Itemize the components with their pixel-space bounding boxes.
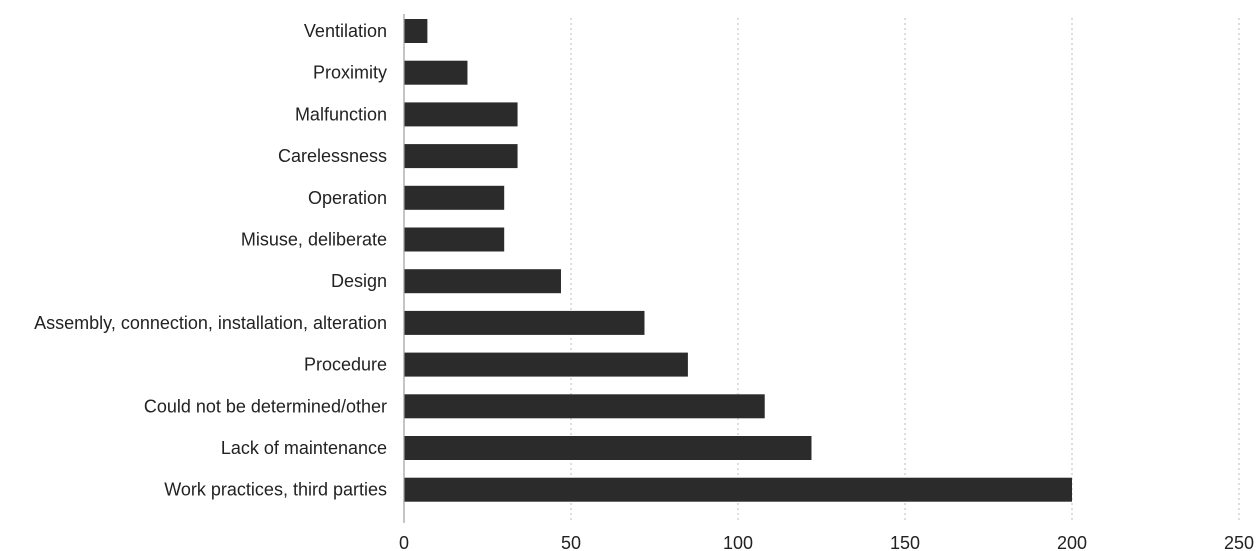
bar [404,60,468,85]
x-tick-label: 200 [1057,533,1087,551]
bar [404,144,518,169]
category-label: Proximity [313,63,387,83]
bar [404,436,812,460]
category-label: Work practices, third parties [164,480,387,500]
category-label: Malfunction [295,104,387,124]
x-tick-label: 150 [890,533,920,551]
category-label: Could not be determined/other [144,396,387,416]
bar [404,19,428,43]
bar [404,352,688,377]
category-label: Procedure [304,355,387,375]
bar [404,310,645,335]
category-label: Assembly, connection, installation, alte… [34,313,387,333]
x-tick-label: 50 [561,533,581,551]
bar [404,394,765,419]
category-label: Carelessness [278,146,387,166]
bar [404,477,1072,502]
bar [404,185,505,210]
category-label: Design [331,271,387,291]
x-tick-label: 0 [399,533,409,551]
x-tick-label: 250 [1224,533,1254,551]
x-tick-label: 100 [723,533,753,551]
bars [404,19,1072,502]
category-label: Operation [308,188,387,208]
category-label: Misuse, deliberate [241,230,387,250]
category-label: Ventilation [304,21,387,41]
bar [404,227,505,252]
category-label: Lack of maintenance [221,438,387,458]
bar [404,269,561,294]
x-tick-labels: 0 50 100 150 200 250 [399,533,1254,551]
category-labels: Ventilation Proximity Malfunction Carelessn… [34,21,387,500]
bar [404,102,518,127]
